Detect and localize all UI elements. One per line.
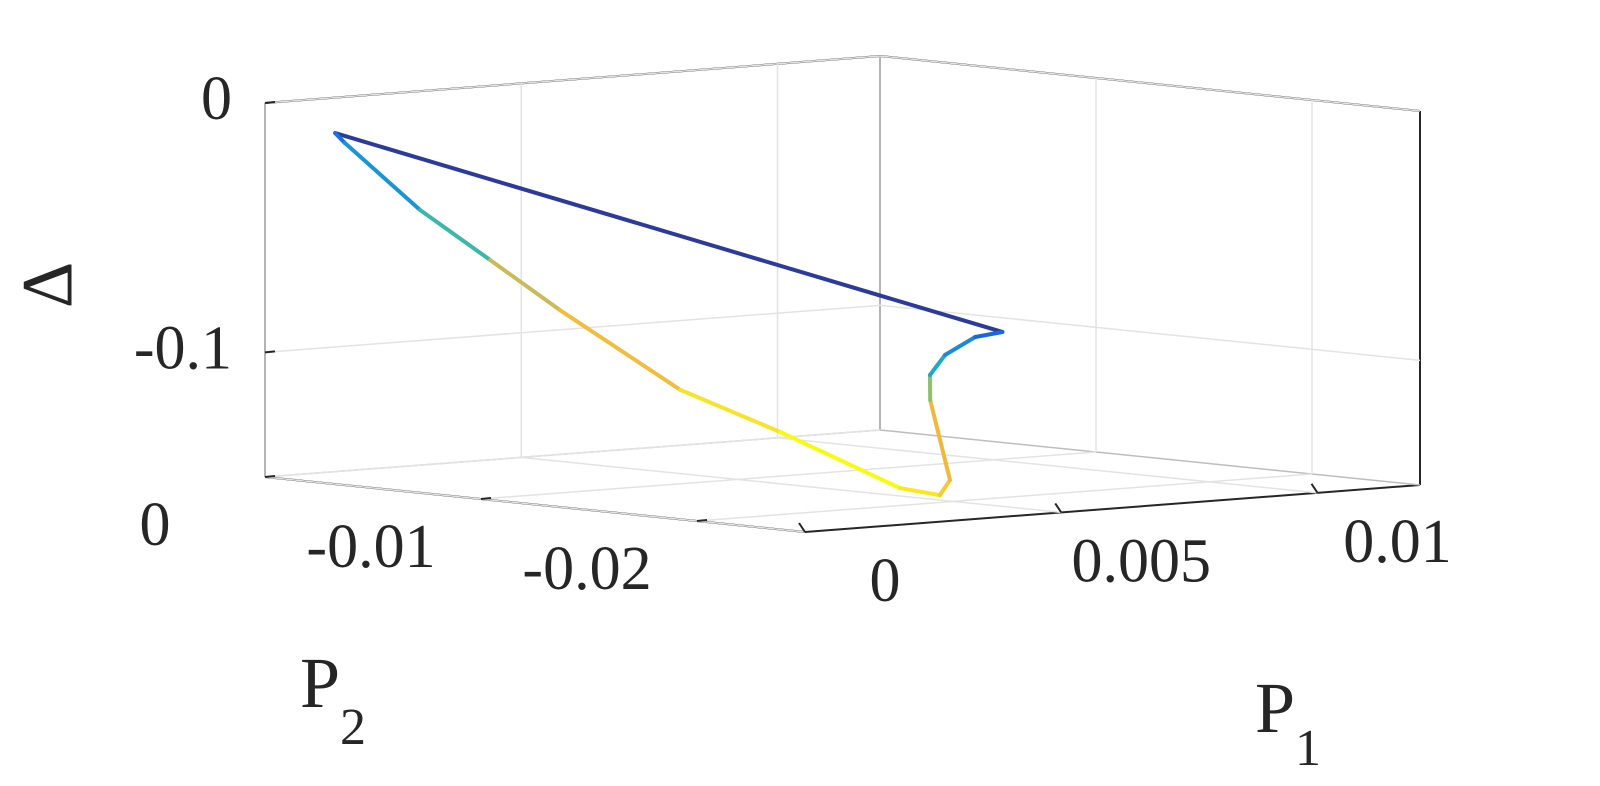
- y-tick-label: -0.01: [306, 513, 435, 581]
- trajectory-segment: [973, 329, 1005, 339]
- axis-edge: [879, 429, 1421, 486]
- y-axis-label-sub: 2: [340, 699, 366, 756]
- z-tick-label: 0: [201, 65, 232, 133]
- y-axis-label-main: P: [300, 643, 340, 723]
- axis-edge: [804, 484, 1421, 533]
- tick-mark: [696, 519, 708, 522]
- grid-line: [264, 304, 881, 354]
- trajectory-segment: [927, 352, 948, 378]
- grid-line: [264, 55, 881, 104]
- tick-mark: [1054, 502, 1063, 513]
- y-tick-label: -0.02: [522, 535, 651, 603]
- grid-line: [777, 437, 1318, 494]
- y-tick-label: 0: [140, 491, 171, 559]
- trajectory-segment: [678, 387, 783, 434]
- grid-line: [521, 456, 1062, 514]
- grid-line: [696, 473, 1313, 522]
- x-tick-label: 0.01: [1343, 508, 1452, 576]
- trajectory-segment: [937, 478, 952, 498]
- grid-line: [264, 429, 881, 478]
- x-axis-label-main: P: [1255, 668, 1295, 748]
- x-axis-label: P1: [1255, 668, 1321, 777]
- grid-line: [264, 476, 806, 533]
- trajectory-segment: [943, 334, 978, 357]
- trajectory-segment: [557, 308, 683, 392]
- tick-mark: [264, 350, 276, 354]
- x-tick-label: 0: [870, 547, 901, 615]
- trajectory-segment: [333, 131, 347, 146]
- trajectory-segment: [418, 208, 493, 263]
- trajectory-segment: [488, 258, 562, 313]
- tick-mark: [264, 101, 276, 104]
- x-axis-label-sub: 1: [1295, 720, 1321, 777]
- trajectory-segment: [778, 429, 902, 491]
- grid-line: [879, 304, 1421, 362]
- tick-mark: [264, 475, 276, 478]
- trajectory-segment: [928, 398, 952, 483]
- x-tick-label: 0.005: [1072, 528, 1212, 596]
- z-axis-label: Δ: [8, 262, 88, 308]
- trajectory-segment: [897, 486, 942, 498]
- grid-line: [480, 451, 1097, 500]
- z-tick-label: -0.1: [134, 315, 232, 383]
- tick-mark: [480, 497, 492, 500]
- y-axis-label: P2: [300, 643, 366, 756]
- grid-line: [879, 55, 1421, 112]
- tick-mark: [1310, 483, 1319, 494]
- tick-mark: [798, 522, 806, 533]
- trajectory-segment: [342, 141, 423, 213]
- axes-box: [264, 55, 1421, 533]
- trajectory: [333, 131, 1005, 498]
- trajectory-segment: [333, 131, 1005, 334]
